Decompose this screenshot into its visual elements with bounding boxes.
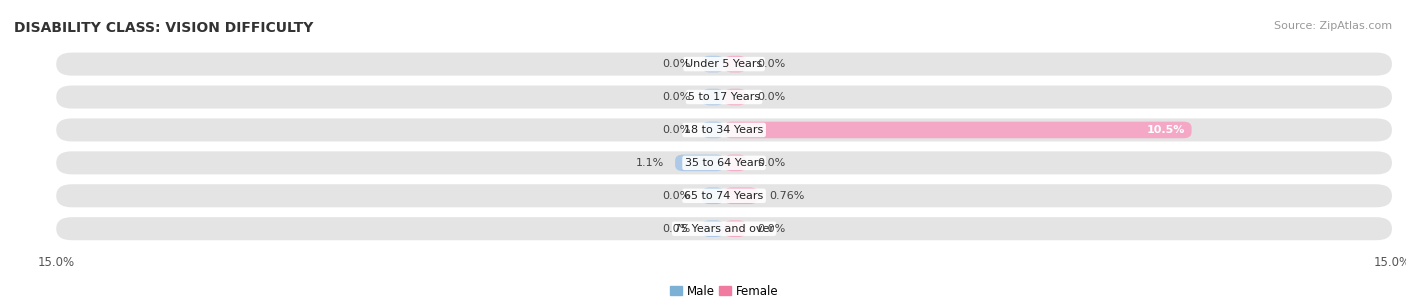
FancyBboxPatch shape [56,151,1392,174]
FancyBboxPatch shape [724,89,747,105]
Text: Source: ZipAtlas.com: Source: ZipAtlas.com [1274,21,1392,31]
FancyBboxPatch shape [56,184,1392,207]
FancyBboxPatch shape [702,188,724,204]
Text: 0.0%: 0.0% [662,92,690,102]
FancyBboxPatch shape [702,221,724,237]
Text: 10.5%: 10.5% [1146,125,1185,135]
Text: 18 to 34 Years: 18 to 34 Years [685,125,763,135]
Text: 75 Years and over: 75 Years and over [673,224,775,234]
Text: 0.0%: 0.0% [662,125,690,135]
Text: 0.0%: 0.0% [758,59,786,69]
FancyBboxPatch shape [724,122,1192,138]
Text: 65 to 74 Years: 65 to 74 Years [685,191,763,201]
FancyBboxPatch shape [724,188,758,204]
Text: 0.0%: 0.0% [758,92,786,102]
FancyBboxPatch shape [56,52,1392,76]
Text: 0.0%: 0.0% [758,224,786,234]
Text: 0.0%: 0.0% [758,158,786,168]
Legend: Male, Female: Male, Female [665,280,783,302]
FancyBboxPatch shape [702,56,724,72]
FancyBboxPatch shape [724,155,747,171]
Text: 0.76%: 0.76% [769,191,804,201]
FancyBboxPatch shape [724,56,747,72]
Text: 0.0%: 0.0% [662,191,690,201]
Text: 35 to 64 Years: 35 to 64 Years [685,158,763,168]
FancyBboxPatch shape [56,118,1392,142]
FancyBboxPatch shape [56,217,1392,240]
FancyBboxPatch shape [675,155,724,171]
FancyBboxPatch shape [724,221,747,237]
Text: 1.1%: 1.1% [636,158,664,168]
FancyBboxPatch shape [702,89,724,105]
Text: Under 5 Years: Under 5 Years [686,59,762,69]
Text: DISABILITY CLASS: VISION DIFFICULTY: DISABILITY CLASS: VISION DIFFICULTY [14,21,314,35]
FancyBboxPatch shape [702,122,724,138]
Text: 0.0%: 0.0% [662,59,690,69]
FancyBboxPatch shape [56,85,1392,109]
Text: 5 to 17 Years: 5 to 17 Years [688,92,761,102]
Text: 0.0%: 0.0% [662,224,690,234]
